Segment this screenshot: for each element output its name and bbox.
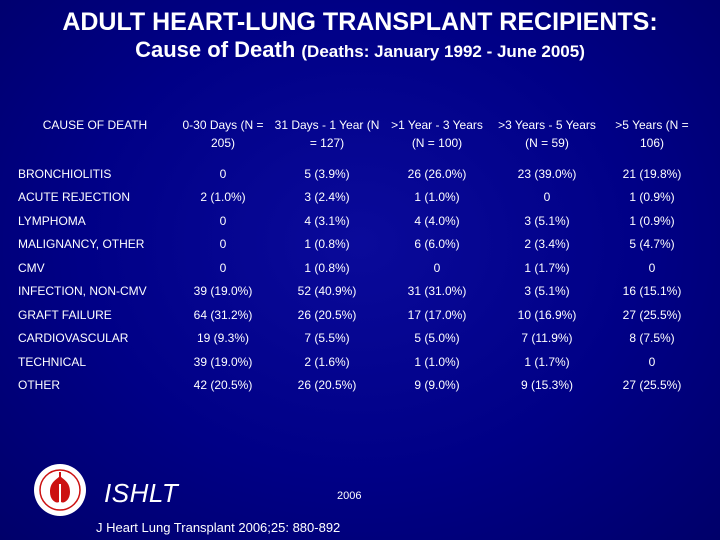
title-line-2: Cause of Death (Deaths: January 1992 - J…	[0, 36, 720, 66]
table-cell: 3 (2.4%)	[304, 190, 350, 205]
table-cell: 4 (3.1%)	[304, 213, 350, 228]
table-cell: 3 (5.1%)	[524, 284, 570, 299]
table-cell: 26 (20.5%)	[297, 378, 357, 393]
title-subtitle: (Deaths: January 1992 - June 2005)	[301, 42, 585, 61]
column-header: >5 Years (N = 106)	[615, 118, 689, 150]
table-cell: 0	[219, 213, 227, 228]
table-cell: 21 (19.8%)	[622, 166, 682, 181]
table-cell: 26 (20.5%)	[297, 307, 357, 322]
table-cell: 5 (3.9%)	[304, 166, 350, 181]
table-cell: 23 (39.0%)	[517, 166, 577, 181]
table-cell: 1 (1.0%)	[414, 354, 460, 369]
table-cell: 0	[648, 354, 656, 369]
ishlt-wordmark: ISHLT	[104, 478, 179, 508]
table-cell: 16 (15.1%)	[622, 284, 682, 299]
table-cell: 52 (40.9%)	[297, 284, 357, 299]
ishlt-logo-icon	[34, 464, 86, 516]
table-cell: 1 (0.8%)	[304, 260, 350, 275]
table-cell: 1 (1.7%)	[524, 260, 570, 275]
slide-title: ADULT HEART-LUNG TRANSPLANT RECIPIENTS: …	[0, 8, 720, 66]
column-header: 31 Days - 1 Year (N = 127)	[274, 118, 380, 150]
table-cell: 17 (17.0%)	[407, 307, 467, 322]
table-cell: 27 (25.5%)	[622, 307, 682, 322]
table-row: GRAFT FAILURE 64 (31.2%) 26 (20.5%) 17 (17.…	[16, 303, 702, 327]
table-cell: 0	[219, 237, 227, 252]
table-cell: 2 (1.0%)	[200, 190, 246, 205]
table-row: TECHNICAL 39 (19.0%) 2 (1.6%) 1 (1.0%) 1 (1.…	[16, 350, 702, 374]
table-cell: 39 (19.0%)	[193, 284, 253, 299]
table-cell: 26 (26.0%)	[407, 166, 467, 181]
table-cell: 0	[433, 260, 441, 275]
table-row: BRONCHIOLITIS 0 5 (3.9%) 26 (26.0%) 23 (39.0…	[16, 162, 702, 186]
cause-label: BRONCHIOLITIS	[18, 166, 112, 181]
table-cell: 1 (0.9%)	[629, 213, 675, 228]
table-cell: 6 (6.0%)	[414, 237, 460, 252]
table-cell: 27 (25.5%)	[622, 378, 682, 393]
table-row: CARDIOVASCULAR 19 (9.3%) 7 (5.5%) 5 (5.0%) 7…	[16, 327, 702, 351]
table-cell: 5 (5.0%)	[414, 331, 460, 346]
table-row: INFECTION, NON-CMV 39 (19.0%) 52 (40.9%) 31…	[16, 280, 702, 304]
cause-label: CMV	[18, 260, 45, 275]
table-cell: 8 (7.5%)	[629, 331, 675, 346]
table-cell: 1 (0.9%)	[629, 190, 675, 205]
table-cell: 0	[543, 190, 551, 205]
column-header: >3 Years - 5 Years (N = 59)	[498, 118, 596, 150]
table-row: ACUTE REJECTION 2 (1.0%) 3 (2.4%) 1 (1.0%) 0…	[16, 186, 702, 210]
column-header: CAUSE OF DEATH	[42, 118, 148, 132]
table-cell: 0	[219, 166, 227, 181]
cause-label: LYMPHOMA	[18, 213, 86, 228]
cause-label: OTHER	[18, 378, 60, 393]
table-cell: 1 (1.7%)	[524, 354, 570, 369]
table-cell: 5 (4.7%)	[629, 237, 675, 252]
table-cell: 9 (9.0%)	[414, 378, 460, 393]
cause-label: ACUTE REJECTION	[18, 190, 131, 205]
year-label: 2006	[337, 490, 362, 502]
table-cell: 10 (16.9%)	[517, 307, 577, 322]
cause-label: INFECTION, NON-CMV	[18, 284, 147, 299]
column-header: >1 Year - 3 Years (N = 100)	[391, 118, 483, 150]
table-cell: 1 (1.0%)	[414, 190, 460, 205]
table-row: CMV 0 1 (0.8%) 0 1 (1.7%) 0	[16, 256, 702, 280]
table-cell: 39 (19.0%)	[193, 354, 253, 369]
table-cell: 0	[648, 260, 656, 275]
table-header-row: CAUSE OF DEATH 0-30 Days (N = 205) 31 Da…	[16, 110, 702, 162]
table-cell: 2 (1.6%)	[304, 354, 350, 369]
cause-label: TECHNICAL	[18, 354, 87, 369]
table-cell: 0	[219, 260, 227, 275]
cause-label: GRAFT FAILURE	[18, 307, 112, 322]
citation: J Heart Lung Transplant 2006;25: 880-892	[96, 520, 341, 535]
table-cell: 7 (11.9%)	[521, 331, 573, 346]
cause-label: CARDIOVASCULAR	[18, 331, 129, 346]
cause-label: MALIGNANCY, OTHER	[18, 237, 145, 252]
table-cell: 3 (5.1%)	[524, 213, 570, 228]
table-cell: 2 (3.4%)	[524, 237, 570, 252]
table-cell: 42 (20.5%)	[193, 378, 253, 393]
cause-of-death-table: CAUSE OF DEATH 0-30 Days (N = 205) 31 Da…	[16, 110, 702, 397]
table-cell: 7 (5.5%)	[304, 331, 350, 346]
table-cell: 19 (9.3%)	[196, 331, 250, 346]
title-line-1: ADULT HEART-LUNG TRANSPLANT RECIPIENTS:	[62, 8, 658, 36]
table-row: LYMPHOMA 0 4 (3.1%) 4 (4.0%) 3 (5.1%) 1 (0.9%…	[16, 209, 702, 233]
table-cell: 64 (31.2%)	[193, 307, 253, 322]
table-cell: 9 (15.3%)	[520, 378, 574, 393]
table-row: OTHER 42 (20.5%) 26 (20.5%) 9 (9.0%) 9 (15.3…	[16, 374, 702, 398]
table-cell: 1 (0.8%)	[304, 237, 350, 252]
table-cell: 31 (31.0%)	[407, 284, 467, 299]
column-header: 0-30 Days (N = 205)	[182, 118, 264, 150]
table-cell: 4 (4.0%)	[414, 213, 460, 228]
title-main: Cause of Death	[135, 37, 302, 62]
table-row: MALIGNANCY, OTHER 0 1 (0.8%) 6 (6.0%) 2 (3.4…	[16, 233, 702, 257]
